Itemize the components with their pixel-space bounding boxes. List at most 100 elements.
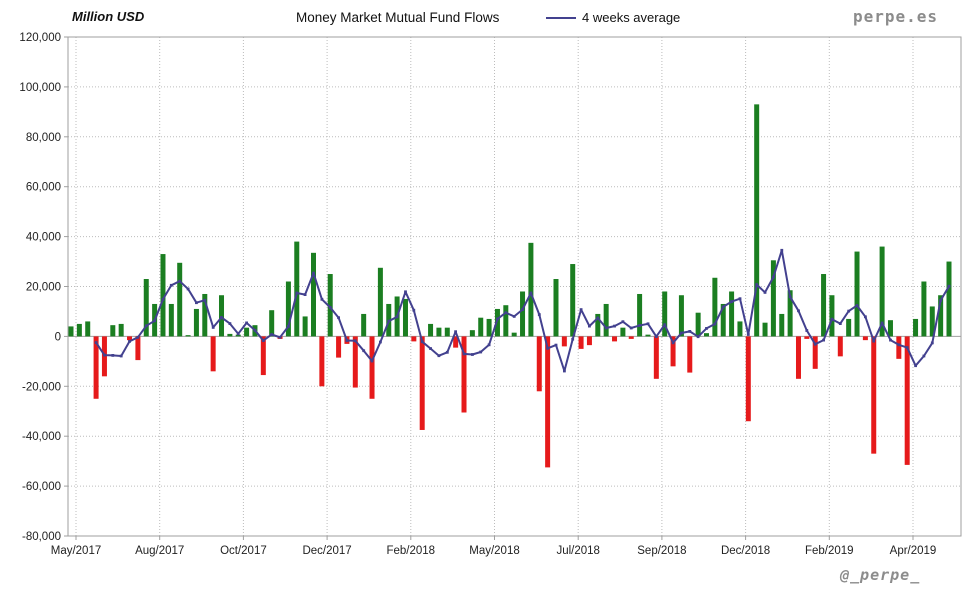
average-point-marker [847,309,851,313]
average-point-marker [169,283,173,287]
average-line-markers [94,248,951,373]
average-point-marker [696,335,700,339]
average-point-marker [838,322,842,325]
bars-series [68,104,952,468]
average-point-marker [563,369,566,373]
bar-positive [68,326,74,337]
author-handle: @_perpe_ [840,566,921,584]
bar-positive [444,327,450,337]
bar-positive [185,335,191,337]
average-point-marker [571,337,575,341]
bar-negative [586,336,592,346]
average-point-marker [880,321,884,325]
y-tick-label: -40,000 [22,431,61,443]
bar-negative [319,336,325,387]
bar-positive [704,333,709,337]
bar-positive [235,334,241,337]
average-point-marker [379,340,382,344]
bar-negative [896,336,902,359]
average-point-marker [496,317,499,321]
average-point-marker [261,339,265,342]
bar-negative [135,336,141,361]
average-point-marker [788,295,792,299]
bar-positive [85,321,91,337]
bar-negative [837,336,843,357]
bar-positive [678,295,684,337]
x-tick-label: May/2017 [51,545,102,557]
average-point-marker [395,315,399,319]
average-point-marker [663,323,667,327]
average-point-marker [303,293,307,296]
average-point-marker [203,298,207,302]
average-point-marker [638,324,641,327]
average-point-marker [437,354,441,358]
average-point-marker [537,313,541,316]
bar-positive [244,327,250,337]
y-tick-label: -60,000 [22,481,61,493]
average-point-marker [253,328,257,332]
average-point-marker [613,324,616,328]
average-point-marker [328,306,332,309]
bar-positive [193,308,199,337]
bar-negative [260,336,266,376]
legend: 4 weeks average [546,10,680,25]
bar-positive [770,260,776,337]
bar-negative [804,336,810,339]
average-point-marker [312,271,315,275]
bar-positive [177,262,183,337]
average-point-marker [579,308,583,311]
bar-positive [202,293,208,337]
average-point-marker [278,335,282,339]
average-point-marker [178,279,182,283]
bar-positive [645,334,651,337]
average-point-marker [353,339,357,343]
bar-negative [369,336,375,399]
average-point-marker [763,291,767,294]
average-point-marker [471,353,474,356]
average-point-marker [947,284,951,288]
average-point-marker [822,338,825,342]
x-tick-label: Dec/2018 [721,545,770,557]
bar-positive [436,327,442,337]
bar-positive [486,318,492,337]
bar-positive [511,332,517,337]
bar-negative [578,336,584,349]
bar-positive [729,291,735,337]
average-point-marker [546,346,549,350]
bar-positive [377,267,383,337]
average-point-marker [228,322,232,325]
y-tick-label: 0 [55,331,61,343]
plot-border [67,36,962,537]
bar-negative [210,336,216,372]
x-tick-label: Jul/2018 [556,545,599,557]
bar-negative [461,336,467,413]
bar-positive [219,295,225,337]
average-point-marker [922,354,926,358]
average-point-marker [103,353,106,357]
bar-positive [787,290,793,337]
site-watermark: perpe.es [852,7,938,26]
average-point-marker [387,319,391,323]
bar-positive [879,246,885,337]
average-point-marker [554,343,558,347]
average-point-marker [236,332,240,336]
average-point-marker [529,291,533,295]
x-tick-label: Apr/2019 [890,545,937,557]
average-point-marker [295,291,299,295]
average-point-marker [429,347,432,350]
average-point-marker [136,335,140,339]
bar-negative [93,336,99,399]
average-point-marker [445,350,449,354]
bar-positive [494,308,500,337]
bar-positive [528,242,534,337]
average-point-marker [864,315,867,319]
average-point-marker [604,326,608,330]
bar-positive [754,104,760,337]
average-point-marker [345,339,349,342]
bar-positive [946,261,952,337]
average-point-marker [797,309,800,313]
bar-positive [503,305,509,337]
average-point-marker [596,316,600,320]
average-point-marker [362,349,366,353]
average-point-marker [287,325,290,328]
